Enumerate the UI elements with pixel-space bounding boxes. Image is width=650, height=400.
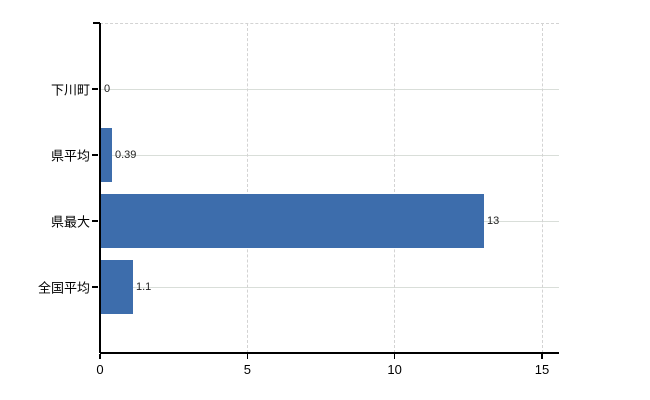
vertical-gridline — [246, 23, 248, 353]
bar-value-label: 13 — [487, 215, 500, 227]
bar — [101, 194, 484, 248]
category-label: 県平均 — [50, 148, 90, 164]
vertical-gridline — [541, 23, 543, 353]
y-axis-tick — [92, 286, 98, 288]
bar-value-label: 0 — [104, 83, 111, 95]
plot-top-border — [100, 22, 559, 24]
y-axis-line — [99, 23, 101, 353]
bar — [101, 260, 133, 314]
x-axis-tick — [99, 354, 101, 359]
vertical-gridline — [394, 23, 396, 353]
y-axis-tick — [92, 88, 98, 90]
x-axis-tick — [541, 354, 543, 359]
x-tick-label: 15 — [534, 362, 550, 377]
horizontal-gridline — [100, 286, 559, 288]
x-tick-label: 10 — [387, 362, 402, 377]
y-axis-tick — [92, 220, 98, 222]
bar — [101, 128, 112, 182]
x-axis-tick — [393, 354, 396, 359]
horizontal-gridline — [100, 88, 559, 90]
x-tick-label: 5 — [243, 362, 251, 377]
category-label: 県最大 — [50, 214, 90, 230]
category-label: 全国平均 — [37, 280, 90, 296]
y-axis-top-tick — [93, 22, 100, 24]
horizontal-gridline — [100, 154, 559, 156]
bar-value-label: 0.39 — [115, 149, 137, 161]
bar-value-label: 1.1 — [136, 281, 152, 293]
x-tick-label: 0 — [96, 362, 104, 377]
x-axis-tick — [246, 354, 249, 359]
category-label: 下川町 — [50, 82, 90, 98]
x-axis-line — [100, 352, 559, 354]
y-axis-tick — [92, 154, 98, 156]
